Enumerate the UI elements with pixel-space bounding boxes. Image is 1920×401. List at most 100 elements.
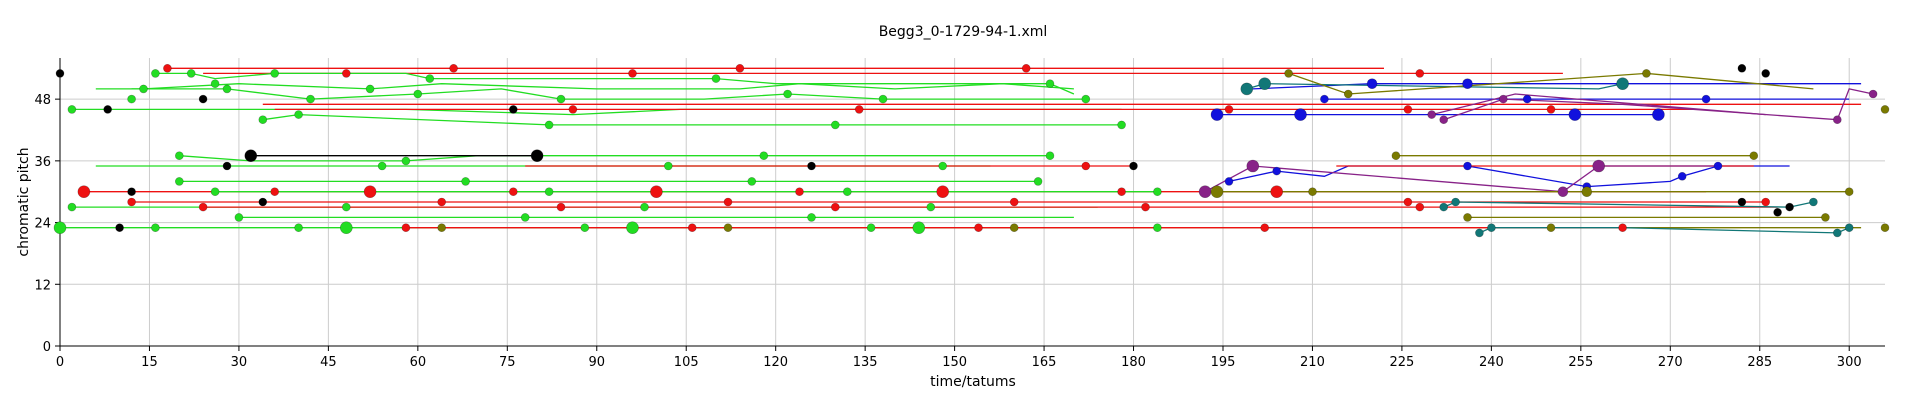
note-point-green bbox=[640, 202, 649, 212]
x-tick-label: 285 bbox=[1747, 355, 1772, 370]
y-tick-label: 0 bbox=[43, 340, 51, 355]
note-point-blue bbox=[1320, 94, 1329, 104]
note-point-red bbox=[628, 69, 637, 78]
note-point-olive bbox=[723, 223, 733, 232]
note-point-green bbox=[67, 105, 77, 114]
note-point-green bbox=[830, 120, 840, 130]
note-point-purple bbox=[1592, 159, 1605, 173]
note-point-red bbox=[1403, 105, 1413, 114]
note-point-green bbox=[53, 221, 67, 234]
note-point-black bbox=[222, 161, 232, 171]
note-point-red bbox=[974, 223, 983, 232]
x-tick-label: 255 bbox=[1568, 355, 1593, 370]
note-point-olive bbox=[1642, 69, 1651, 78]
note-point-black bbox=[1129, 161, 1138, 171]
note-point-blue bbox=[1210, 108, 1224, 121]
note-point-green bbox=[1033, 177, 1043, 186]
note-point-green bbox=[580, 223, 590, 232]
note-point-green bbox=[461, 177, 470, 186]
x-tick-label: 105 bbox=[674, 355, 699, 370]
note-point-teal bbox=[1616, 77, 1629, 90]
note-point-teal bbox=[1258, 77, 1271, 90]
x-tick-label: 150 bbox=[942, 355, 967, 370]
y-ticks: 0 12 24 36 48 bbox=[34, 93, 60, 355]
note-point-green bbox=[1045, 151, 1055, 160]
x-tick-label: 240 bbox=[1479, 355, 1504, 370]
note-point-black bbox=[244, 149, 258, 162]
note-point-green bbox=[401, 156, 411, 166]
note-point-olive bbox=[1343, 89, 1353, 99]
note-point-green bbox=[339, 221, 353, 234]
note-point-red bbox=[508, 187, 518, 196]
note-point-red bbox=[1009, 197, 1019, 207]
note-point-olive bbox=[1391, 151, 1401, 160]
x-tick-label: 0 bbox=[56, 355, 64, 370]
note-segment-purple bbox=[1431, 93, 1766, 116]
note-point-green bbox=[425, 74, 435, 83]
note-point-olive bbox=[1844, 187, 1854, 196]
note-point-black bbox=[1761, 69, 1770, 78]
note-point-red bbox=[363, 185, 377, 198]
note-point-green bbox=[175, 151, 184, 160]
x-tick-label: 90 bbox=[588, 355, 605, 370]
note-segment-green bbox=[155, 72, 1075, 95]
note-point-purple bbox=[1868, 89, 1878, 99]
note-point-red bbox=[650, 185, 663, 198]
note-point-green bbox=[341, 202, 351, 212]
note-point-red bbox=[270, 187, 280, 196]
x-tick-label: 15 bbox=[141, 355, 158, 370]
note-point-red bbox=[1403, 197, 1413, 207]
note-point-green bbox=[912, 221, 926, 234]
note-point-olive bbox=[1749, 151, 1759, 160]
note-point-green bbox=[67, 202, 77, 212]
note-point-green bbox=[151, 69, 160, 78]
y-tick-label: 36 bbox=[34, 155, 51, 170]
note-segment-teal bbox=[1479, 227, 1850, 234]
note-point-red bbox=[1081, 161, 1091, 171]
note-point-green bbox=[711, 74, 721, 83]
x-tick-label: 210 bbox=[1300, 355, 1325, 370]
note-point-green bbox=[377, 161, 387, 171]
note-point-green bbox=[747, 177, 757, 186]
note-point-green bbox=[1153, 223, 1162, 232]
note-point-purple bbox=[1246, 159, 1260, 173]
y-axis-label: chromatic pitch bbox=[16, 147, 32, 256]
note-point-green bbox=[175, 177, 184, 186]
x-tick-label: 75 bbox=[499, 355, 516, 370]
note-point-teal bbox=[1487, 223, 1496, 232]
note-point-black bbox=[807, 161, 816, 171]
x-ticks: 0 15 30 45 60 75 90 105 120 135 150 165 180 195 210 225… bbox=[56, 346, 1862, 370]
note-point-black bbox=[103, 105, 112, 114]
note-point-green bbox=[151, 223, 160, 232]
note-point-olive bbox=[1880, 223, 1890, 232]
note-point-red bbox=[1141, 202, 1150, 212]
note-segment-green bbox=[262, 113, 1122, 126]
note-point-olive bbox=[437, 223, 447, 232]
note-point-black bbox=[258, 197, 268, 207]
note-point-green bbox=[807, 213, 816, 222]
note-point-red bbox=[1618, 223, 1627, 232]
note-point-olive bbox=[1581, 186, 1593, 197]
note-point-green bbox=[1081, 94, 1091, 104]
note-point-red bbox=[1761, 197, 1770, 207]
note-segment-purple bbox=[1204, 165, 1718, 193]
note-point-black bbox=[198, 94, 208, 104]
note-point-green bbox=[365, 84, 375, 94]
note-segments bbox=[60, 67, 1874, 234]
note-point-green bbox=[210, 79, 220, 88]
note-point-blue bbox=[1568, 108, 1582, 121]
x-tick-label: 30 bbox=[231, 355, 248, 370]
note-point-teal bbox=[1844, 223, 1854, 232]
x-tick-label: 60 bbox=[410, 355, 427, 370]
note-point-red bbox=[127, 197, 136, 207]
note-point-green bbox=[186, 69, 196, 78]
note-point-red bbox=[437, 197, 447, 207]
note-point-green bbox=[1153, 187, 1162, 196]
x-tick-label: 120 bbox=[763, 355, 788, 370]
note-points bbox=[53, 64, 1890, 238]
note-point-black bbox=[530, 149, 544, 162]
note-point-red bbox=[795, 187, 804, 196]
note-point-red bbox=[735, 64, 745, 73]
x-tick-label: 135 bbox=[853, 355, 878, 370]
note-point-green bbox=[556, 94, 566, 104]
